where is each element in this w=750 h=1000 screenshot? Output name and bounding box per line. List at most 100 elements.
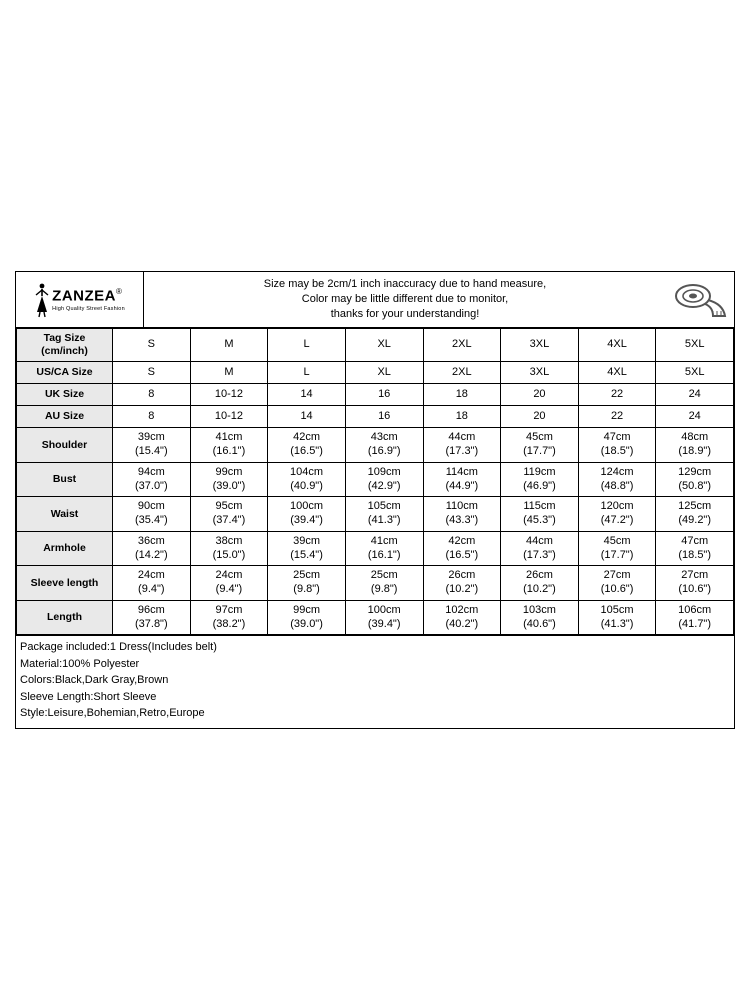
measurement-cell: 109cm(42.9") (345, 462, 423, 497)
size-cell: 4XL (578, 362, 656, 384)
measurement-cell: 114cm(44.9") (423, 462, 501, 497)
measurement-cell: 41cm(16.1") (345, 531, 423, 566)
measurement-cell: 44cm(17.3") (423, 428, 501, 463)
measurement-cell: 39cm(15.4") (268, 531, 346, 566)
measurement-cell: 39cm(15.4") (113, 428, 191, 463)
size-cell: 18 (423, 406, 501, 428)
size-cell: M (190, 329, 268, 362)
row-label: Waist (17, 497, 113, 532)
measurement-cell: 99cm(39.0") (190, 462, 268, 497)
measurement-cell: 115cm(45.3") (501, 497, 579, 532)
measurement-cell: 94cm(37.0") (113, 462, 191, 497)
note-line: Color may be little different due to mon… (150, 292, 660, 307)
measurement-cell: 47cm(18.5") (578, 428, 656, 463)
measurement-cell: 38cm(15.0") (190, 531, 268, 566)
note-line: Sleeve Length:Short Sleeve (20, 689, 730, 706)
size-cell: 18 (423, 384, 501, 406)
note-line: Size may be 2cm/1 inch inaccuracy due to… (150, 277, 660, 292)
row-label: Tag Size(cm/inch) (17, 329, 113, 362)
measurement-cell: 42cm(16.5") (268, 428, 346, 463)
size-cell: 20 (501, 384, 579, 406)
note-line: thanks for your understanding! (150, 307, 660, 322)
size-cell: 3XL (501, 362, 579, 384)
measurement-cell: 125cm(49.2") (656, 497, 734, 532)
measurement-cell: 44cm(17.3") (501, 531, 579, 566)
row-label: Length (17, 600, 113, 635)
size-cell: L (268, 362, 346, 384)
note-line: Style:Leisure,Bohemian,Retro,Europe (20, 705, 730, 722)
table-row: US/CA SizeSMLXL2XL3XL4XL5XL (17, 362, 734, 384)
size-cell: S (113, 362, 191, 384)
measurement-cell: 95cm(37.4") (190, 497, 268, 532)
brand-name: ZANZEA (52, 288, 116, 305)
row-label: Shoulder (17, 428, 113, 463)
size-chart: ZANZEA® High Quality Street Fashion Size… (15, 271, 735, 729)
size-cell: 22 (578, 406, 656, 428)
size-cell: 8 (113, 406, 191, 428)
size-cell: 2XL (423, 362, 501, 384)
product-notes: Package included:1 Dress(Includes belt) … (16, 635, 734, 728)
table-row: Bust94cm(37.0")99cm(39.0")104cm(40.9")10… (17, 462, 734, 497)
size-cell: 14 (268, 406, 346, 428)
measurement-cell: 105cm(41.3") (578, 600, 656, 635)
table-row: Length96cm(37.8")97cm(38.2")99cm(39.0")1… (17, 600, 734, 635)
measurement-cell: 129cm(50.8") (656, 462, 734, 497)
size-cell: 8 (113, 384, 191, 406)
measurement-cell: 43cm(16.9") (345, 428, 423, 463)
size-cell: 4XL (578, 329, 656, 362)
brand-logo-cell: ZANZEA® High Quality Street Fashion (16, 272, 144, 327)
size-cell: 2XL (423, 329, 501, 362)
size-cell: 5XL (656, 329, 734, 362)
measurement-cell: 106cm(41.7") (656, 600, 734, 635)
measurement-cell: 36cm(14.2") (113, 531, 191, 566)
size-cell: L (268, 329, 346, 362)
table-row: Shoulder39cm(15.4")41cm(16.1")42cm(16.5"… (17, 428, 734, 463)
measurement-cell: 103cm(40.6") (501, 600, 579, 635)
table-row: UK Size810-12141618202224 (17, 384, 734, 406)
row-label: AU Size (17, 406, 113, 428)
brand-reg: ® (116, 287, 122, 296)
measurement-cell: 124cm(48.8") (578, 462, 656, 497)
measurement-cell: 110cm(43.3") (423, 497, 501, 532)
row-label: US/CA Size (17, 362, 113, 384)
size-cell: XL (345, 329, 423, 362)
row-label: Sleeve length (17, 566, 113, 601)
table-row: Sleeve length24cm(9.4")24cm(9.4")25cm(9.… (17, 566, 734, 601)
size-cell: M (190, 362, 268, 384)
measurement-cell: 120cm(47.2") (578, 497, 656, 532)
size-cell: 5XL (656, 362, 734, 384)
measurement-cell: 100cm(39.4") (345, 600, 423, 635)
table-row: Armhole36cm(14.2")38cm(15.0")39cm(15.4")… (17, 531, 734, 566)
measurement-cell: 47cm(18.5") (656, 531, 734, 566)
size-cell: 22 (578, 384, 656, 406)
measurement-cell: 90cm(35.4") (113, 497, 191, 532)
measurement-cell: 24cm(9.4") (113, 566, 191, 601)
measurement-cell: 26cm(10.2") (423, 566, 501, 601)
note-line: Package included:1 Dress(Includes belt) (20, 639, 730, 656)
measurement-cell: 99cm(39.0") (268, 600, 346, 635)
size-cell: 24 (656, 384, 734, 406)
brand-tagline: High Quality Street Fashion (52, 306, 125, 312)
measurement-cell: 45cm(17.7") (578, 531, 656, 566)
size-cell: 16 (345, 406, 423, 428)
size-cell: 20 (501, 406, 579, 428)
measurement-cell: 48cm(18.9") (656, 428, 734, 463)
tape-measure-icon (666, 272, 734, 327)
measurement-cell: 119cm(46.9") (501, 462, 579, 497)
size-cell: 24 (656, 406, 734, 428)
measurement-cell: 105cm(41.3") (345, 497, 423, 532)
size-cell: 14 (268, 384, 346, 406)
table-row: Tag Size(cm/inch)SMLXL2XL3XL4XL5XL (17, 329, 734, 362)
measurement-cell: 96cm(37.8") (113, 600, 191, 635)
note-line: Material:100% Polyester (20, 656, 730, 673)
size-cell: 10-12 (190, 384, 268, 406)
size-cell: 10-12 (190, 406, 268, 428)
size-cell: S (113, 329, 191, 362)
header-row: ZANZEA® High Quality Street Fashion Size… (16, 272, 734, 328)
measurement-cell: 25cm(9.8") (345, 566, 423, 601)
brand-figure-icon (34, 282, 50, 318)
measurement-cell: 97cm(38.2") (190, 600, 268, 635)
table-row: AU Size810-12141618202224 (17, 406, 734, 428)
measurement-cell: 27cm(10.6") (656, 566, 734, 601)
row-label: UK Size (17, 384, 113, 406)
